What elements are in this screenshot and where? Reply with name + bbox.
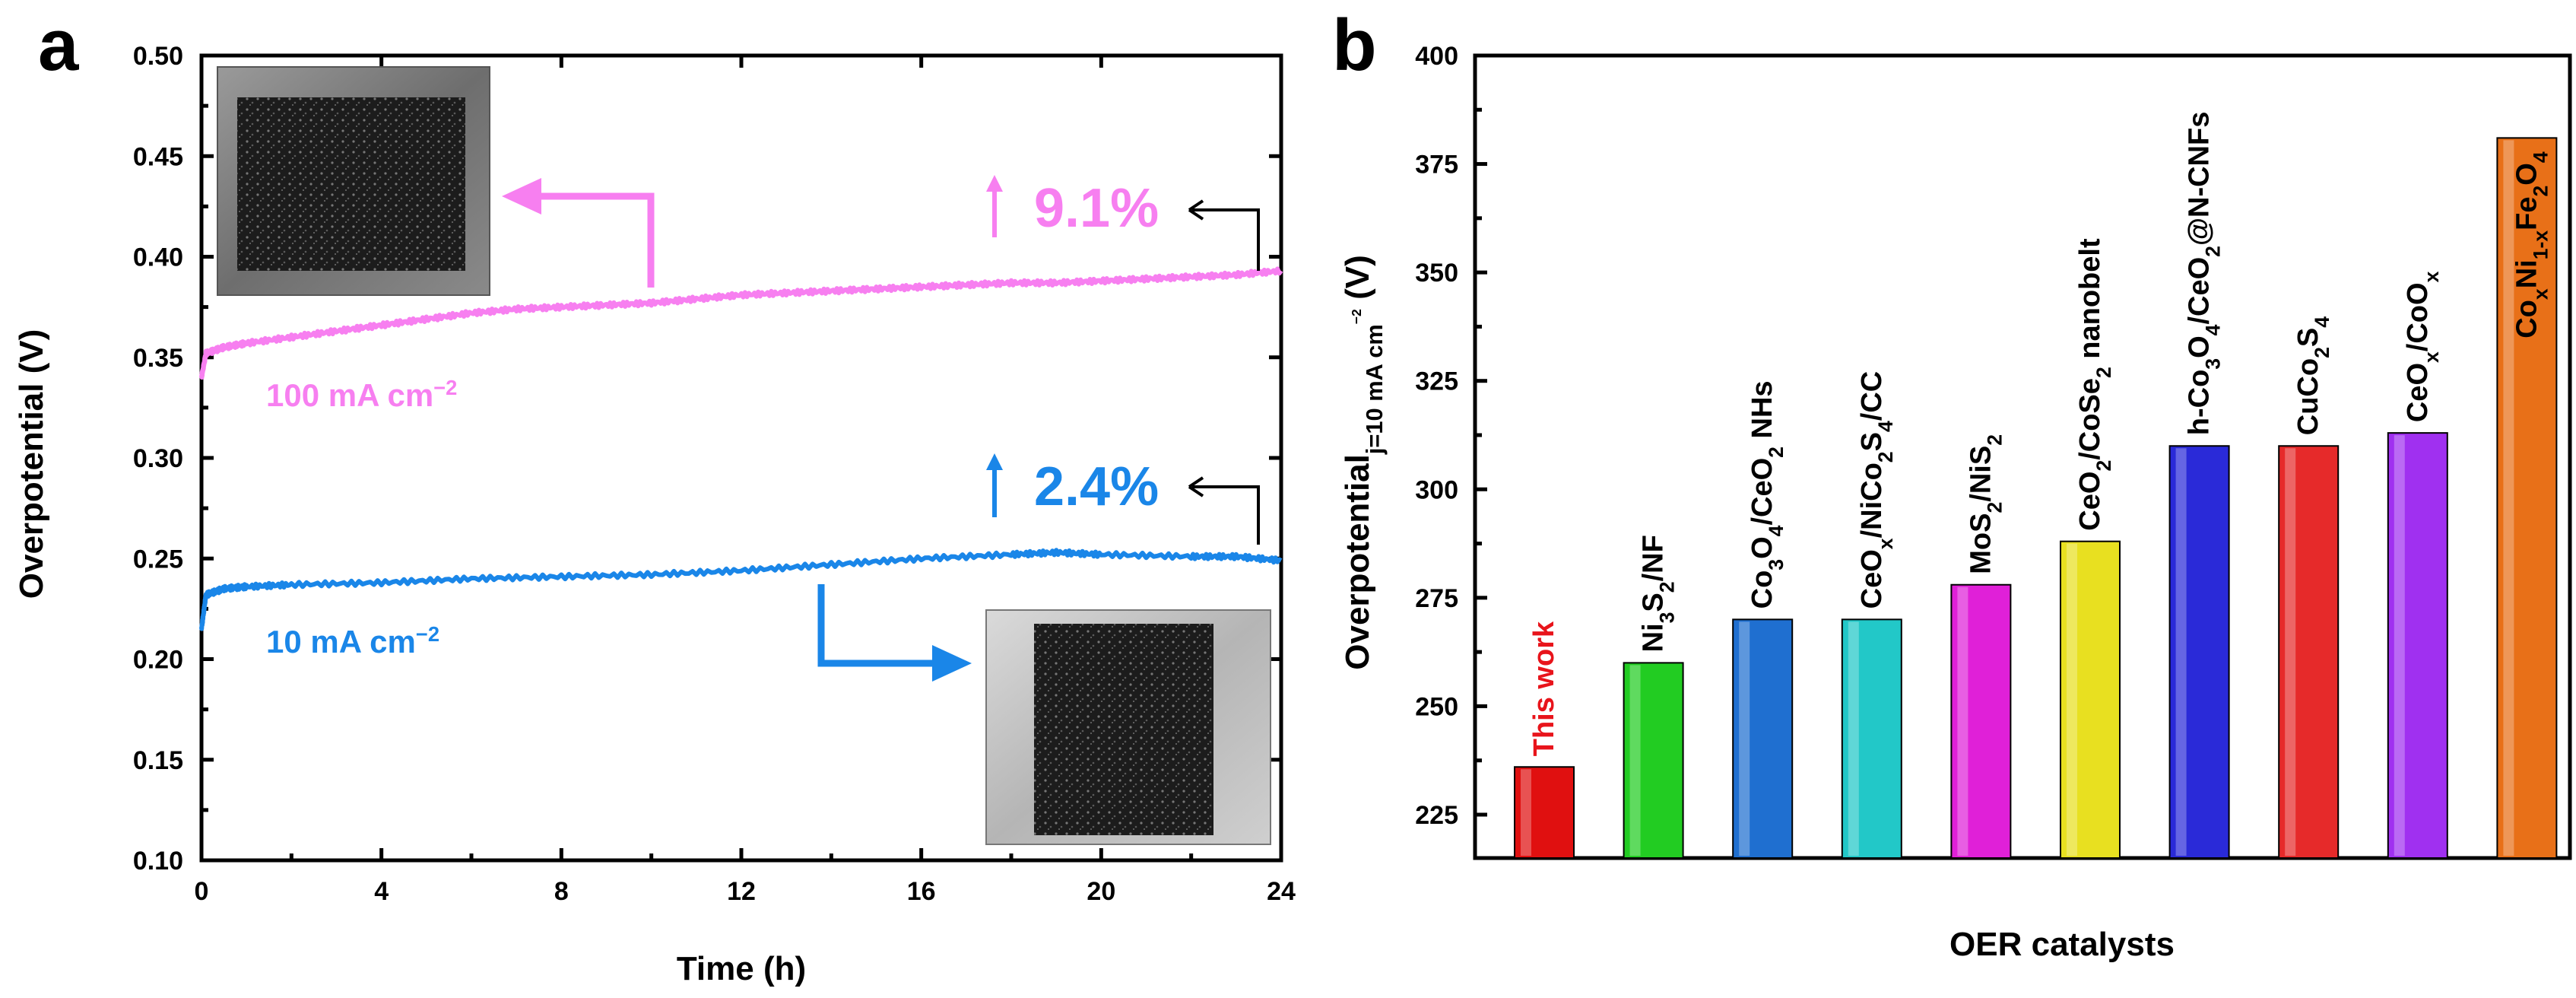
bar-highlight [1521, 769, 1531, 856]
y-tick-label: 250 [1415, 692, 1458, 721]
y-tick-label: 0.20 [133, 646, 183, 675]
panel-a-x-title: Time (h) [677, 950, 806, 987]
panel-a: a 0 4 8 12 16 20 24 0.10 0.15 0.20 0.25 0.30 0.35 0.4… [13, 5, 1296, 987]
y-tick-label: 0.45 [133, 142, 183, 171]
blue-up-arrow [986, 453, 1003, 517]
panel-a-series [199, 266, 1283, 631]
panel-b-y-title: Overpotentialj=10 mA cm−2 (V) [1339, 255, 1388, 669]
x-tick-label: 12 [727, 877, 756, 906]
bar-label: CuCo2S4 [2292, 316, 2333, 435]
y-tick-label: 300 [1415, 475, 1458, 504]
blue-increase-label: 2.4% [1034, 456, 1159, 517]
inset-photo-after [985, 609, 1271, 845]
bar [2060, 540, 2121, 859]
blue-elbow-arrow [817, 584, 972, 682]
series-line-0 [199, 266, 1283, 380]
bar-highlight [1848, 621, 1859, 856]
panel-a-ticks: 0 4 8 12 16 20 24 0.10 0.15 0.20 0.25 0.30 0.35 0.40 0… [133, 42, 1296, 906]
bar-highlight [2503, 140, 2514, 857]
y-tick-label: 375 [1415, 151, 1458, 180]
y-tick-label: 400 [1415, 42, 1458, 71]
bar-label: Co3O4/CeO2 NHs [1746, 380, 1788, 609]
bar [2278, 445, 2340, 859]
bar-label: CoxNi1-xFe2O4 [2511, 151, 2552, 338]
y-tick-label: 350 [1415, 259, 1458, 288]
inset-photo-before [217, 66, 490, 296]
panel-b-letter: b [1332, 5, 1377, 86]
y-tick-label: 0.25 [133, 545, 183, 574]
x-tick-label: 16 [907, 877, 936, 906]
panel-b-axes [1473, 53, 2572, 860]
pink-elbow-arrow [502, 178, 655, 288]
bar-highlight [2175, 448, 2187, 856]
pink-left-bracket-arrow [1188, 199, 1260, 271]
bar-highlight [2067, 543, 2077, 856]
x-tick-label: 4 [374, 877, 389, 906]
y-tick-label: 0.30 [133, 444, 183, 473]
bar-label: CeOx/NiCo2S4/CC [1856, 371, 1897, 609]
bar [2387, 432, 2448, 859]
bar [2168, 445, 2230, 859]
y-tick-label: 225 [1415, 801, 1458, 830]
bar-label: Ni3S2/NF [1638, 535, 1679, 652]
y-tick-label: 0.40 [133, 243, 183, 272]
panel-b-ticks: 225 250 275 300 325 350 375 400 [1415, 42, 1487, 830]
y-tick-label: 275 [1415, 584, 1458, 613]
bar [1623, 662, 1684, 859]
pink-up-arrow [986, 175, 1003, 237]
series-label-10: 10 mA cm−2 [266, 622, 439, 660]
y-tick-label: 325 [1415, 367, 1458, 396]
bar-label: MoS2/NiS2 [1965, 434, 2006, 574]
panel-a-y-title: Overpotential (V) [13, 329, 50, 599]
panel-b-bar-labels: This work Ni3S2/NF Co3O4/CeO2 NHs CeOx/NiCo… [1528, 112, 2552, 757]
x-tick-label: 8 [554, 877, 569, 906]
bar-label: This work [1528, 621, 1560, 756]
bar-label: CeOx/CoOx [2402, 271, 2443, 422]
bar-highlight [1629, 665, 1641, 856]
bar [1841, 618, 1902, 860]
y-tick-label: 0.50 [133, 42, 183, 71]
series-label-100: 100 mA cm−2 [266, 376, 457, 414]
x-tick-label: 20 [1087, 877, 1115, 906]
y-tick-label: 0.35 [133, 344, 183, 373]
panel-b: b 225 250 275 300 325 350 375 400 This work Ni3S… [1332, 5, 2572, 963]
bar-highlight [2394, 435, 2405, 856]
pink-increase-label: 9.1% [1034, 178, 1159, 239]
y-tick-label: 0.10 [133, 847, 183, 876]
panel-b-bars [1514, 137, 2558, 860]
bar [1950, 583, 2012, 859]
bar [2496, 137, 2558, 859]
bar-highlight [1957, 586, 1968, 856]
bar-label: CeO2/CoSe2 nanobelt [2074, 238, 2115, 531]
bar [1732, 618, 1794, 860]
panel-a-letter: a [38, 5, 79, 86]
y-tick-label: 0.15 [133, 746, 183, 775]
bar [1514, 766, 1575, 859]
series-line-1 [199, 548, 1283, 631]
bar-highlight [1739, 621, 1750, 856]
x-tick-label: 24 [1267, 877, 1296, 906]
panel-b-x-title: OER catalysts [1949, 926, 2175, 963]
blue-left-bracket-arrow [1188, 476, 1260, 545]
bar-label: h-Co3O4/CeO2@N-CNFs [2184, 112, 2225, 436]
panel-b-frame [1473, 53, 2572, 860]
bar-highlight [2285, 448, 2296, 856]
x-tick-label: 0 [195, 877, 209, 906]
